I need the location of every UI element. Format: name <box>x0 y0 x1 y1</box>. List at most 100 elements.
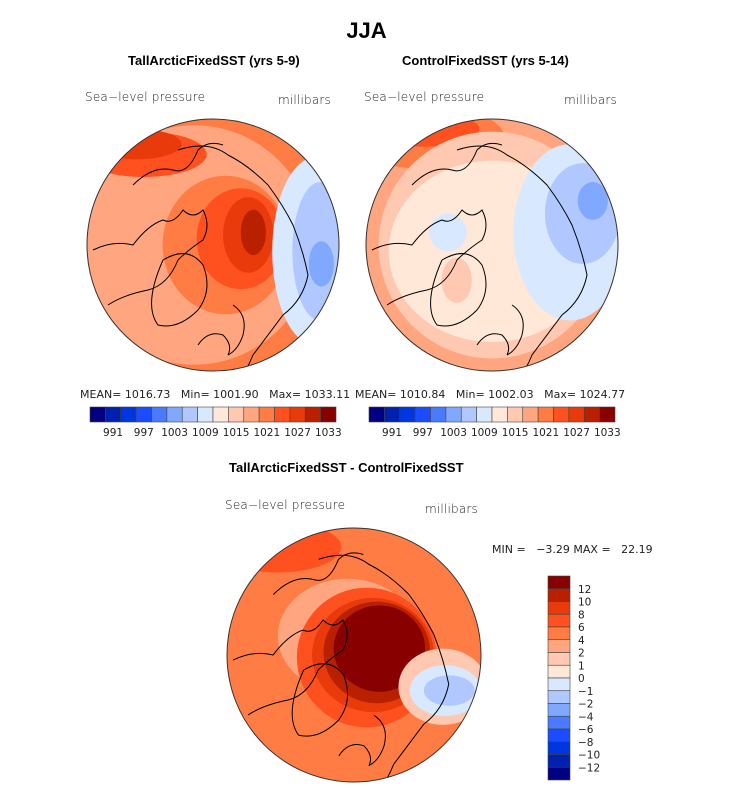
panel3-title: TallArcticFixedSST - ControlFixedSST <box>229 460 464 475</box>
colorbar-2-segment <box>553 406 570 423</box>
colorbar-2-segment <box>445 406 462 423</box>
colorbar-3-segment <box>547 601 571 615</box>
colorbar-2-segment <box>583 406 600 423</box>
panel2-min-label: Min= <box>455 388 485 401</box>
colorbar-3-tick-label: 12 <box>578 584 591 596</box>
map-1-contour-region <box>240 209 266 256</box>
colorbar-2-tick-label: 1003 <box>440 427 467 439</box>
colorbar-2-segment <box>476 406 493 423</box>
colorbar-3-segment <box>547 703 571 717</box>
map-2-contour-region <box>429 213 467 252</box>
colorbar-3-tick-label: −10 <box>578 750 600 762</box>
colorbar-1-tick-label: 1015 <box>223 427 250 439</box>
panel1-min-value: 1001.90 <box>213 388 259 401</box>
map-3-coastline <box>291 663 349 737</box>
map-1-contour-region <box>308 241 334 287</box>
colorbar-3-tick-label: 10 <box>578 597 591 609</box>
panel3-min-label: MIN = <box>492 543 526 556</box>
map-2-coastline <box>456 145 588 371</box>
map-1-border <box>86 118 340 372</box>
panel1-max-value: 1033.11 <box>304 388 351 401</box>
colorbar-3-tick-label: 0 <box>578 673 585 685</box>
colorbar-1-segment <box>304 406 321 423</box>
colorbar-3-tick-label: −2 <box>578 699 593 711</box>
colorbar-3-tick-label: 2 <box>578 648 585 660</box>
colorbar-2-segment <box>460 406 477 423</box>
colorbar-3-tick-label: −8 <box>578 737 593 749</box>
colorbar-1-segment <box>258 406 275 423</box>
colorbar-3-tick-label: 1 <box>578 660 585 672</box>
colorbar-1-tick-label: 1021 <box>253 427 280 439</box>
map-1-coastline <box>132 142 224 186</box>
panel1-stats: MEAN= 1016.73 Min= 1001.90 Max= 1033.11 <box>80 388 350 401</box>
panel1-title: TallArcticFixedSST (yrs 5-9) <box>128 53 300 68</box>
colorbar-1-segment <box>181 406 198 423</box>
map-3-coastline <box>273 552 364 595</box>
map-1-field <box>87 119 339 371</box>
colorbar-3-tick-label: −4 <box>578 711 594 723</box>
colorbar-3-segment <box>547 741 571 755</box>
panel1-max-label: Max= <box>269 388 302 401</box>
panel2-mean-label: MEAN= <box>355 388 397 401</box>
panel2-max-value: 1024.77 <box>579 388 626 401</box>
panel2-variable-label: Sea−level pressure <box>364 90 485 104</box>
colorbar-2-tick-label: 1033 <box>594 427 621 439</box>
colorbar-3-segment <box>547 690 571 704</box>
map-3-contour-region <box>423 675 475 706</box>
map-1-coastline <box>92 209 208 306</box>
colorbar-3-segment <box>547 715 571 730</box>
colorbar-2-segment <box>399 406 416 423</box>
panel1-min-label: Min= <box>180 388 210 401</box>
colorbar-1-tick-label: 1003 <box>161 427 188 439</box>
panel2-mean-value: 1010.84 <box>399 388 446 401</box>
figure-title: JJA <box>346 18 387 43</box>
panel2-stats: MEAN= 1010.84 Min= 1002.03 Max= 1024.77 <box>355 388 625 401</box>
colorbar-3-segment <box>547 728 571 743</box>
map-1-coastline <box>177 145 309 371</box>
colorbar-3-tick-label: −1 <box>578 686 593 698</box>
colorbar-3-tick-label: 4 <box>578 635 585 647</box>
colorbar-3-segment <box>547 613 571 628</box>
colorbar-3-segment <box>547 652 571 666</box>
colorbar-3-tick-label: 6 <box>578 622 585 634</box>
colorbar-1-segment <box>197 406 214 423</box>
colorbar-1-segment <box>274 406 291 423</box>
colorbar-2-tick-label: 997 <box>413 427 433 439</box>
colorbar-1-segment <box>89 406 106 423</box>
colorbar-2-segment <box>537 406 554 423</box>
panel1-units-label: millibars <box>278 93 331 107</box>
colorbar-2-segment <box>491 406 508 423</box>
colorbar-2-segment <box>368 406 385 423</box>
colorbar-2-segment <box>522 406 539 423</box>
map-3-coastline <box>318 554 450 782</box>
colorbar-1-tick-label: 991 <box>103 427 123 439</box>
map-3-rim-high <box>227 528 342 573</box>
map-1-coastline <box>197 304 245 356</box>
map-3-contour-region <box>333 605 426 692</box>
colorbar-3-tick-label: −12 <box>578 762 600 774</box>
colorbar-3-segment <box>547 575 571 590</box>
colorbar-2-segment <box>430 406 447 423</box>
map-2-coastline <box>430 253 487 327</box>
map-2-field <box>366 119 618 371</box>
colorbar-1-segment <box>212 406 229 423</box>
map-2-border <box>365 118 619 372</box>
panel2-title: ControlFixedSST (yrs 5-14) <box>402 53 569 68</box>
panel3-units-label: millibars <box>425 502 478 516</box>
panel3-max-label: MAX = <box>573 543 611 556</box>
map-1-coastline <box>151 253 208 327</box>
panel3-stats: MIN = −3.29 MAX = 22.19 <box>492 543 653 556</box>
colorbar-1-segment <box>228 406 245 423</box>
colorbar-2-segment <box>507 406 524 423</box>
panel3-min-value: −3.29 <box>536 543 570 556</box>
colorbar-1-segment <box>151 406 168 423</box>
map-3-coastline <box>232 619 348 716</box>
colorbar-1-segment <box>243 406 260 423</box>
colorbar-1-segment <box>289 406 306 423</box>
colorbar-3-segment <box>547 639 571 653</box>
colorbar-3-segment <box>547 766 571 781</box>
map-2-coastline <box>371 209 487 306</box>
colorbar-1-segment <box>166 406 183 423</box>
colorbar-1-segment <box>105 406 122 423</box>
